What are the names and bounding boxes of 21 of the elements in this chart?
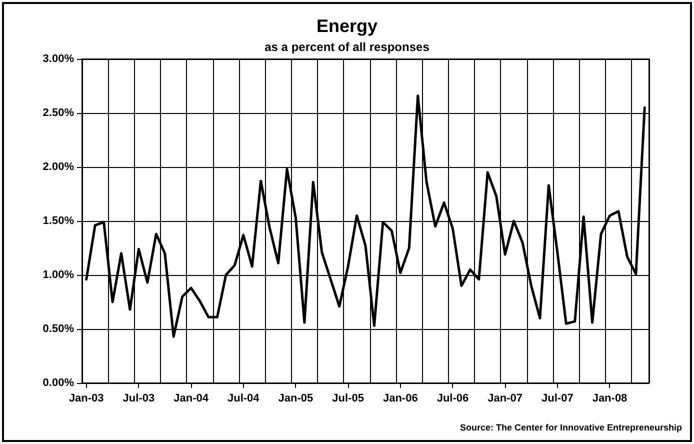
x-tick-label: Jan-03 bbox=[68, 392, 104, 404]
x-tick-label: Jul-05 bbox=[332, 392, 364, 404]
x-tick-label: Jul-07 bbox=[542, 392, 574, 404]
y-tick-label: 0.50% bbox=[42, 323, 74, 335]
y-tick-label: 2.00% bbox=[42, 161, 74, 173]
x-tick-label: Jan-07 bbox=[488, 392, 522, 404]
x-tick-label: Jan-05 bbox=[278, 392, 314, 404]
x-tick-label: Jan-08 bbox=[592, 392, 628, 404]
source-note: Source: The Center for Innovative Entrepreneurship bbox=[460, 422, 682, 432]
y-tick-label: 0.00% bbox=[42, 377, 74, 389]
x-tick-label: Jul-06 bbox=[436, 392, 469, 404]
x-tick-label: Jan-04 bbox=[174, 392, 210, 404]
y-tick-label: 1.50% bbox=[42, 215, 74, 227]
y-tick-label: 2.50% bbox=[42, 107, 74, 119]
x-tick-label: Jan-06 bbox=[382, 392, 418, 404]
y-tick-label: 1.00% bbox=[42, 269, 74, 281]
x-tick-label: Jul-04 bbox=[227, 392, 260, 404]
chart-subtitle: as a percent of all responses bbox=[264, 40, 430, 54]
x-tick-label: Jul-03 bbox=[122, 392, 155, 404]
y-tick-label: 3.00% bbox=[42, 53, 74, 65]
chart-title: Energy bbox=[316, 16, 378, 36]
